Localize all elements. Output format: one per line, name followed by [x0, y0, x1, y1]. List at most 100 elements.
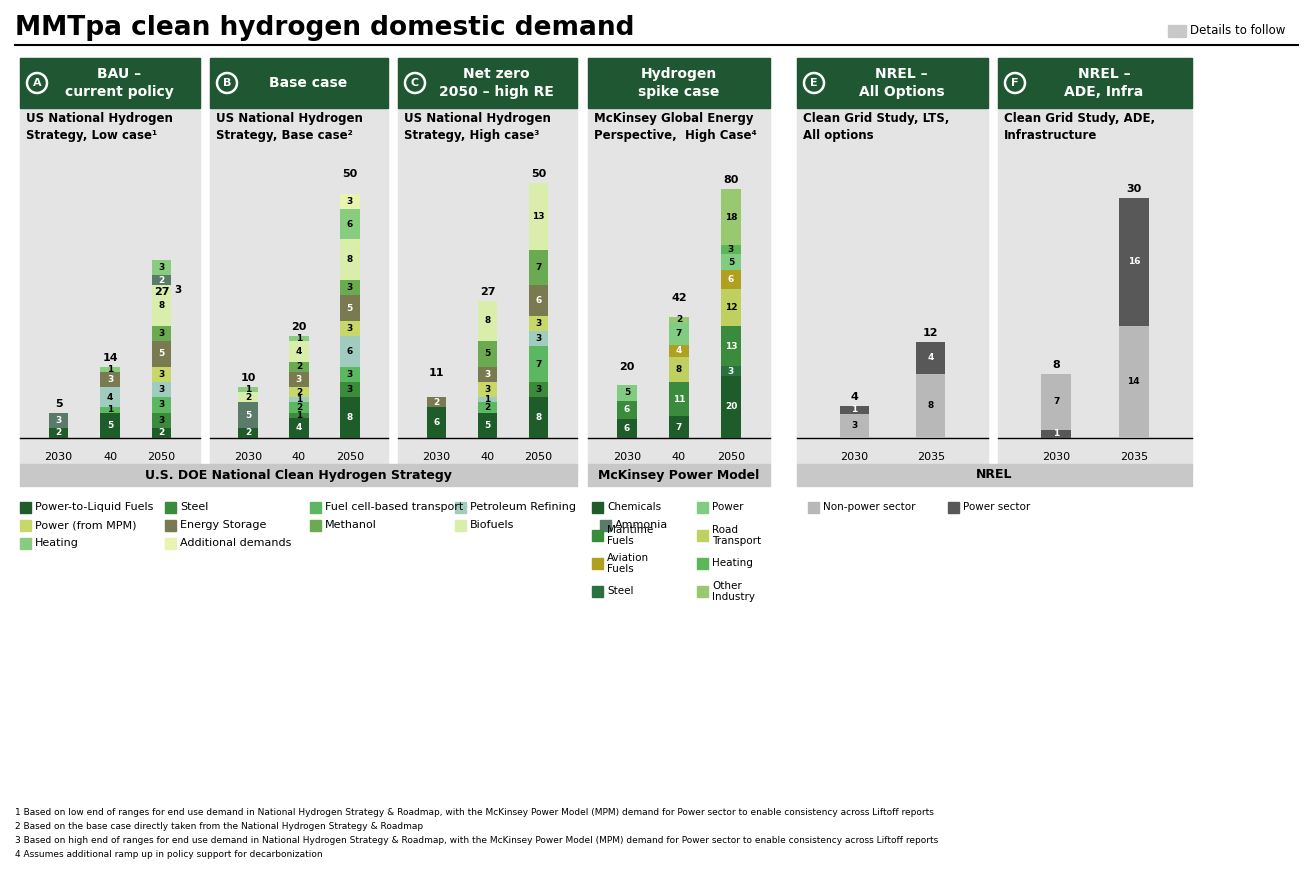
Bar [670, 416, 689, 438]
Text: 2: 2 [246, 429, 251, 438]
Text: 8: 8 [347, 255, 353, 264]
Text: 8: 8 [1052, 360, 1060, 370]
Text: 2050: 2050 [336, 452, 364, 462]
Text: 1: 1 [851, 405, 857, 414]
Text: 3: 3 [159, 400, 164, 409]
Text: 1: 1 [484, 396, 491, 405]
Text: 13: 13 [725, 342, 738, 351]
Bar [152, 397, 171, 413]
Text: Energy Storage: Energy Storage [180, 521, 267, 530]
Text: 12: 12 [725, 303, 738, 312]
Text: 5: 5 [347, 304, 353, 313]
Bar [478, 341, 498, 367]
Text: 40: 40 [481, 452, 495, 462]
Bar [398, 58, 576, 108]
Bar [310, 520, 320, 531]
Bar [840, 414, 869, 438]
Text: 3: 3 [851, 421, 857, 430]
Bar [588, 464, 769, 486]
Bar [697, 586, 708, 597]
Bar [948, 502, 958, 513]
Bar [529, 331, 549, 346]
Text: 2030: 2030 [613, 452, 641, 462]
Bar [165, 538, 176, 549]
Text: 2 Based on the base case directly taken from the National Hydrogen Strategy & Ro: 2 Based on the base case directly taken … [14, 822, 423, 831]
Text: Clean Grid Study, ADE,
Infrastructure: Clean Grid Study, ADE, Infrastructure [1004, 112, 1155, 142]
Text: 8: 8 [484, 316, 491, 325]
Text: 14: 14 [1128, 378, 1140, 387]
Text: 5: 5 [484, 349, 491, 358]
Bar [1041, 374, 1071, 430]
Text: 2030: 2030 [423, 452, 450, 462]
Text: 5: 5 [624, 388, 630, 397]
Text: Power: Power [712, 503, 743, 513]
Text: 2: 2 [295, 363, 302, 371]
Text: Steel: Steel [180, 503, 209, 513]
Bar [998, 58, 1192, 108]
Bar [427, 397, 446, 407]
Bar [617, 385, 637, 401]
Text: 2: 2 [159, 276, 164, 285]
Bar [592, 586, 603, 597]
Text: 3: 3 [536, 385, 542, 394]
Text: Chemicals: Chemicals [607, 503, 662, 513]
Text: 6: 6 [433, 418, 440, 427]
Text: 3: 3 [727, 246, 734, 255]
Bar [340, 382, 360, 397]
Bar [210, 58, 389, 468]
Bar [100, 387, 119, 407]
Bar [289, 362, 309, 371]
Text: 3: 3 [484, 385, 491, 394]
Text: 2030: 2030 [840, 452, 868, 462]
Text: 50: 50 [530, 170, 546, 179]
Text: 3: 3 [536, 334, 542, 343]
Bar [20, 58, 200, 468]
Bar [152, 367, 171, 382]
Bar [617, 401, 637, 420]
Bar [721, 288, 741, 326]
Text: 40: 40 [672, 452, 687, 462]
Text: 4 Assumes additional ramp up in policy support for decarbonization: 4 Assumes additional ramp up in policy s… [14, 850, 323, 859]
Bar [478, 403, 498, 413]
Text: 2050: 2050 [717, 452, 744, 462]
Bar [289, 403, 309, 413]
Bar [797, 464, 1192, 486]
Text: 1: 1 [295, 334, 302, 343]
Bar [289, 387, 309, 397]
Bar [239, 392, 257, 403]
Bar [588, 58, 769, 108]
Text: McKinsey Power Model: McKinsey Power Model [599, 469, 760, 481]
Text: 50: 50 [343, 170, 357, 179]
Text: 3: 3 [159, 330, 164, 338]
Text: US National Hydrogen
Strategy, Low case¹: US National Hydrogen Strategy, Low case¹ [26, 112, 173, 142]
Text: 3: 3 [347, 283, 353, 292]
Text: 42: 42 [671, 293, 687, 304]
Text: 4: 4 [851, 392, 859, 402]
Bar [529, 397, 549, 438]
Text: 2: 2 [159, 429, 164, 438]
Text: 16: 16 [1128, 257, 1140, 266]
Bar [340, 336, 360, 367]
Text: 4: 4 [295, 423, 302, 432]
Bar [478, 301, 498, 341]
Text: 3: 3 [295, 375, 302, 384]
Bar [721, 189, 741, 245]
Text: 6: 6 [536, 296, 542, 305]
Bar [721, 366, 741, 376]
Text: 3: 3 [106, 375, 113, 384]
Bar [600, 520, 611, 531]
Bar [340, 367, 360, 382]
Bar [210, 58, 389, 108]
Text: Net zero
2050 – high RE: Net zero 2050 – high RE [439, 67, 554, 98]
Text: Methanol: Methanol [326, 521, 377, 530]
Text: 11: 11 [428, 368, 444, 378]
Text: B: B [223, 78, 231, 88]
Bar [152, 285, 171, 326]
Bar [239, 403, 257, 428]
Text: MMTpa clean hydrogen domestic demand: MMTpa clean hydrogen domestic demand [14, 15, 634, 41]
Bar [916, 374, 945, 438]
Text: 1: 1 [246, 385, 251, 394]
Text: 3: 3 [159, 263, 164, 272]
Bar [289, 371, 309, 387]
Text: Power (from MPM): Power (from MPM) [35, 521, 137, 530]
